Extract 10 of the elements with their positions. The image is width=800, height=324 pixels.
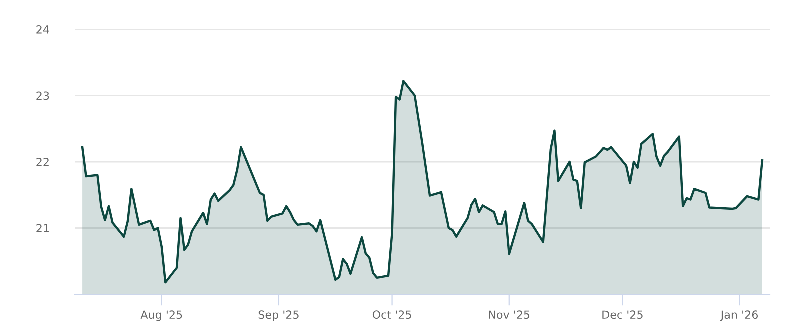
y-tick-label: 22	[36, 158, 49, 166]
x-tick-label: Oct '25	[372, 310, 412, 320]
x-tick-label: Nov '25	[489, 310, 530, 320]
x-tick-label: Sep '25	[258, 310, 299, 322]
x-tick-label: Aug '25	[140, 310, 182, 322]
y-tick-label: 21	[36, 224, 49, 232]
y-tick-label: 24	[36, 25, 50, 34]
y-tick-label: 23	[36, 92, 50, 100]
x-tick-label: Dec '25	[602, 310, 643, 320]
x-tick-label: Jan '26	[720, 310, 758, 322]
